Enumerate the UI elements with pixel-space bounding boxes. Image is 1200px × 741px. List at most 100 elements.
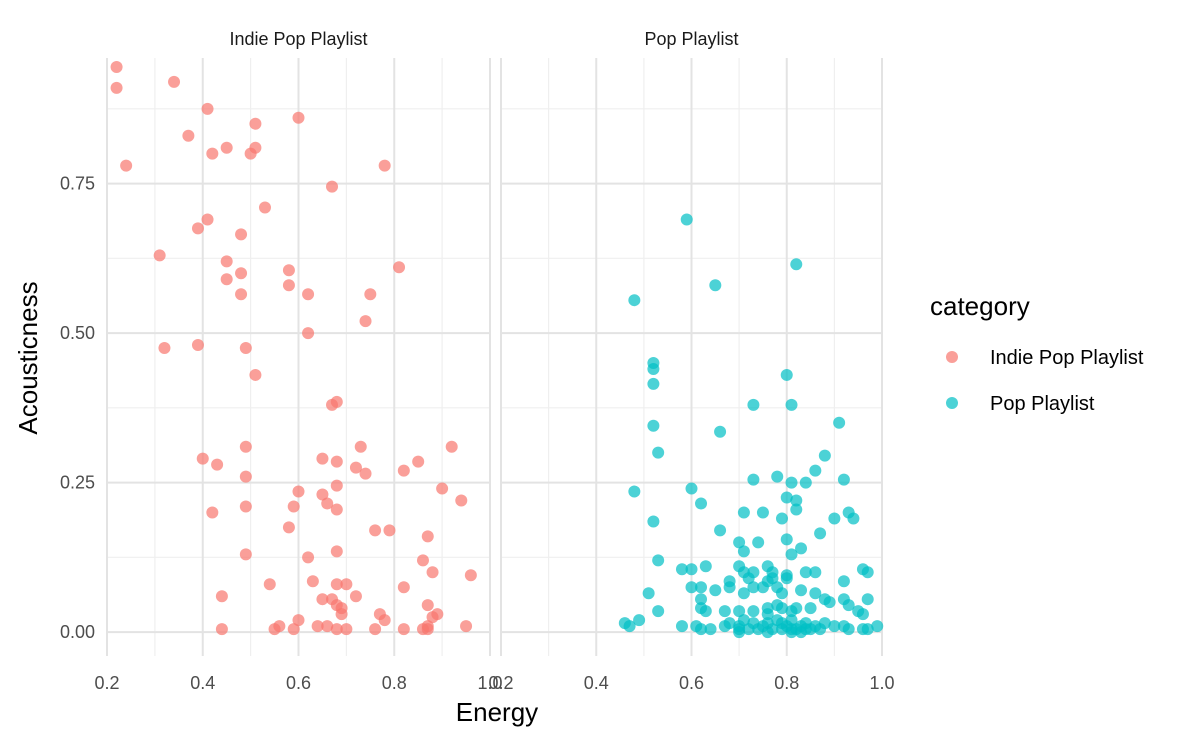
data-point [756, 581, 769, 594]
data-point [335, 608, 348, 621]
data-point [397, 464, 410, 477]
data-point [775, 602, 788, 615]
data-point [340, 623, 353, 636]
data-point [775, 512, 788, 525]
x-tick-label: 0.6 [679, 673, 704, 693]
data-point [316, 593, 329, 606]
data-point [733, 605, 746, 618]
data-point [244, 147, 257, 160]
data-point [752, 536, 765, 549]
data-point [647, 362, 660, 375]
data-point [747, 566, 760, 579]
data-point [785, 626, 798, 639]
data-point [201, 102, 214, 115]
data-point [235, 288, 248, 301]
panel-indie-pop: Indie Pop Playlist [106, 29, 491, 656]
data-point [330, 479, 343, 492]
data-point [675, 563, 688, 576]
data-point [814, 527, 827, 540]
data-point [809, 464, 822, 477]
data-point [828, 512, 841, 525]
data-point [235, 228, 248, 241]
data-point [675, 620, 688, 633]
data-point [249, 368, 262, 381]
x-axis-title: Energy [456, 697, 538, 727]
data-point [421, 599, 434, 612]
data-point [795, 626, 808, 639]
x-tick-labels-pop: 0.2 0.4 0.6 0.8 1.0 [488, 673, 894, 693]
y-tick-label: 0.25 [60, 473, 95, 493]
data-point [436, 482, 449, 495]
data-point [747, 473, 760, 486]
legend-label-pop: Pop Playlist [990, 393, 1095, 415]
data-point [287, 500, 300, 513]
data-point [833, 416, 846, 429]
data-point [235, 267, 248, 280]
data-point [685, 563, 698, 576]
y-tick-labels: 0.00 0.25 0.50 0.75 [60, 174, 95, 643]
data-point [416, 554, 429, 567]
data-point [349, 461, 362, 474]
data-point [861, 593, 874, 606]
data-point [302, 327, 315, 340]
data-point [359, 315, 372, 328]
data-point [330, 578, 343, 591]
data-point [239, 470, 252, 483]
data-point [369, 524, 382, 537]
data-point [282, 264, 295, 277]
data-point [695, 497, 708, 510]
data-point [421, 620, 434, 633]
data-point [628, 485, 641, 498]
data-point [412, 455, 425, 468]
data-point [326, 398, 339, 411]
data-point [378, 614, 391, 627]
data-point [287, 623, 300, 636]
data-point [785, 548, 798, 561]
data-point [685, 482, 698, 495]
data-point [780, 572, 793, 585]
data-point [780, 491, 793, 504]
legend: category Indie Pop Playlist Pop Playlist [930, 291, 1144, 415]
data-point [215, 623, 228, 636]
data-point [775, 587, 788, 600]
data-point [397, 623, 410, 636]
data-point [699, 605, 712, 618]
data-point [714, 425, 727, 438]
data-point [354, 440, 367, 453]
data-point [842, 623, 855, 636]
data-point [704, 623, 717, 636]
data-point [330, 455, 343, 468]
data-point [316, 488, 329, 501]
data-point [364, 288, 377, 301]
data-point [211, 458, 224, 471]
y-tick-label: 0.75 [60, 174, 95, 194]
data-point [652, 446, 665, 459]
x-tick-label: 0.6 [286, 673, 311, 693]
data-point [723, 581, 736, 594]
data-point [191, 339, 204, 352]
data-point [799, 566, 812, 579]
data-point [206, 506, 219, 519]
data-point [709, 584, 722, 597]
data-point [856, 608, 869, 621]
x-tick-label: 0.8 [382, 673, 407, 693]
data-point [695, 593, 708, 606]
x-tick-labels-indie-pop: 0.2 0.4 0.6 0.8 1.0 [94, 673, 502, 693]
data-point [321, 497, 334, 510]
data-point [249, 117, 262, 130]
data-point [871, 620, 884, 633]
data-point [158, 342, 171, 355]
data-point [809, 566, 822, 579]
data-point [790, 494, 803, 507]
y-axis-title: Acousticness [13, 281, 43, 434]
data-point [220, 255, 233, 268]
data-point [642, 587, 655, 600]
data-point [685, 581, 698, 594]
data-point [330, 503, 343, 516]
data-point [747, 605, 760, 618]
data-point [761, 626, 774, 639]
data-point [785, 614, 798, 627]
strip-label-pop: Pop Playlist [644, 29, 738, 49]
data-point [292, 614, 305, 627]
